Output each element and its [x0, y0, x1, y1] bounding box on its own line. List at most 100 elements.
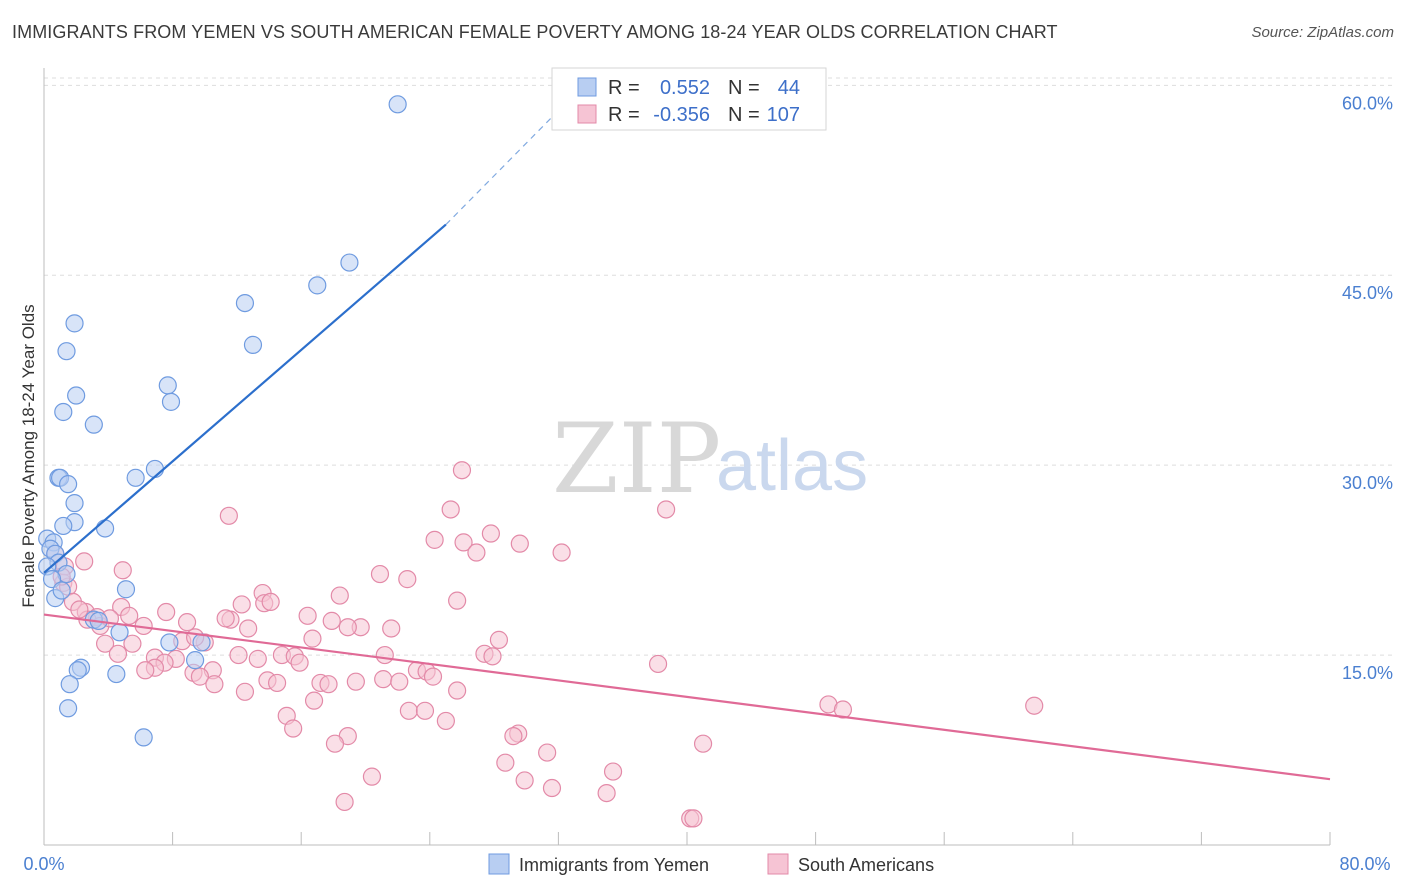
- south-americans-point: [325, 734, 345, 753]
- south-americans-point: [335, 792, 354, 812]
- south-americans-point: [448, 591, 467, 610]
- south-americans-point: [235, 682, 255, 701]
- south-americans-point: [120, 606, 139, 625]
- legend: Immigrants from Yemen South Americans: [488, 853, 934, 875]
- yemen-point: [243, 335, 263, 354]
- south-americans-point: [648, 654, 668, 674]
- yemen-point: [54, 402, 73, 422]
- yemen-point: [161, 392, 181, 411]
- south-americans-point: [436, 711, 455, 731]
- stats-r-label-yemen: R =: [608, 77, 640, 99]
- south-americans-point: [1025, 696, 1044, 715]
- yemen-point: [186, 651, 205, 670]
- stats-r-value-south-americans: -0.356: [653, 104, 710, 126]
- yemen-point: [107, 664, 126, 684]
- yemen-point: [158, 376, 177, 395]
- south-americans-point: [232, 595, 251, 614]
- yemen-point: [59, 699, 78, 718]
- south-americans-point: [75, 552, 94, 571]
- south-americans-point: [597, 783, 616, 803]
- south-americans-point: [298, 606, 317, 625]
- south-americans-point: [510, 534, 529, 553]
- yemen-point: [60, 675, 79, 694]
- watermark-atlas: atlas: [716, 426, 868, 506]
- x-ticks: [43, 832, 1331, 845]
- grid: [44, 77, 1394, 656]
- south-americans-point: [504, 727, 523, 746]
- stats-n-label-yemen: N =: [728, 77, 760, 99]
- stats-box: R = 0.552 N = 44 R = -0.356 N = 107: [551, 67, 827, 131]
- y-tick-labels: 15.0% 30.0% 45.0% 60.0%: [1342, 93, 1393, 683]
- south-americans-point: [399, 701, 419, 720]
- south-americans-point: [248, 649, 267, 668]
- y-tick-label: 60.0%: [1342, 93, 1393, 113]
- yemen-point: [57, 342, 76, 361]
- south-americans-point: [542, 778, 562, 798]
- south-americans-point: [229, 645, 248, 665]
- south-americans-point: [398, 570, 417, 589]
- legend-label-yemen: Immigrants from Yemen: [519, 855, 709, 875]
- south-americans-point: [219, 506, 238, 525]
- stats-n-label-south-americans: N =: [728, 104, 760, 126]
- south-americans-point: [319, 675, 338, 694]
- south-americans-point: [538, 743, 557, 762]
- south-americans-trend-line: [43, 613, 1331, 781]
- south-americans-point: [425, 530, 444, 549]
- south-americans-point: [390, 672, 409, 691]
- south-americans-point: [415, 701, 435, 720]
- yemen-point: [59, 475, 78, 494]
- south-americans-point: [483, 647, 502, 666]
- yemen-point: [134, 728, 153, 747]
- south-americans-points: [46, 461, 1044, 828]
- south-americans-point: [70, 600, 89, 619]
- south-americans-point: [290, 653, 309, 672]
- south-americans-point: [467, 543, 486, 562]
- y-tick-label: 15.0%: [1342, 663, 1393, 683]
- south-americans-point: [113, 561, 132, 580]
- x-tick-label-min: 0.0%: [23, 854, 64, 874]
- south-americans-point: [382, 619, 401, 638]
- south-americans-point: [833, 700, 853, 719]
- stats-swatch-yemen: [577, 77, 597, 97]
- yemen-point: [52, 581, 71, 600]
- south-americans-point: [481, 524, 500, 543]
- watermark: ZIP atlas: [552, 403, 868, 515]
- south-americans-point: [261, 592, 280, 612]
- south-americans-point: [284, 719, 303, 738]
- south-americans-point: [304, 691, 324, 710]
- south-americans-point: [95, 634, 115, 653]
- yemen-point: [145, 459, 165, 479]
- stats-n-value-south-americans: 107: [767, 104, 800, 126]
- south-americans-point: [338, 618, 357, 637]
- watermark-zip: ZIP: [552, 403, 721, 515]
- south-americans-point: [157, 602, 176, 622]
- legend-label-south-americans: South Americans: [798, 855, 934, 875]
- south-americans-point: [303, 629, 322, 648]
- south-americans-point: [205, 675, 224, 694]
- legend-swatch-south-americans: [767, 853, 789, 875]
- legend-swatch-yemen: [488, 853, 510, 875]
- yemen-point: [67, 386, 86, 405]
- yemen-point: [95, 519, 115, 538]
- stats-r-label-south-americans: R =: [608, 104, 640, 126]
- south-americans-point: [423, 667, 443, 686]
- chart-source: Source: ZipAtlas.com: [1251, 24, 1394, 41]
- yemen-point: [65, 494, 84, 513]
- south-americans-point: [216, 609, 235, 628]
- yemen-point: [388, 95, 407, 114]
- south-americans-point: [515, 771, 534, 790]
- south-americans-point: [267, 673, 287, 693]
- south-americans-point: [452, 461, 472, 480]
- stats-box-frame: [551, 67, 827, 131]
- chart-title: IMMIGRANTS FROM YEMEN VS SOUTH AMERICAN …: [12, 22, 1058, 42]
- yemen-point: [340, 253, 359, 272]
- yemen-point: [160, 633, 179, 652]
- south-americans-point: [177, 613, 197, 632]
- south-americans-point: [108, 644, 128, 663]
- south-americans-point: [489, 630, 509, 649]
- south-americans-point: [330, 586, 349, 605]
- y-axis-label: Female Poverty Among 18-24 Year Olds: [19, 304, 38, 607]
- south-americans-point: [496, 753, 515, 772]
- trend-lines: [43, 110, 1331, 781]
